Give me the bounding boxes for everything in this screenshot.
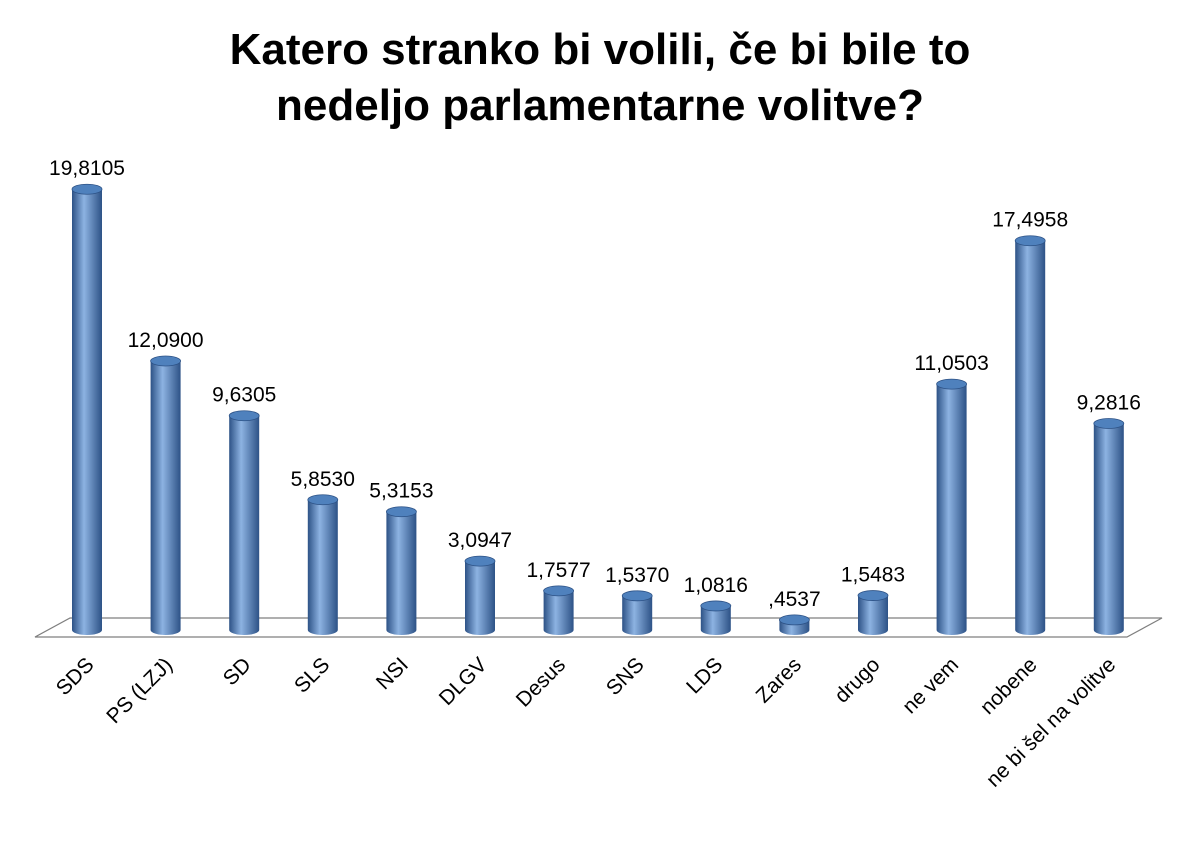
- category-label: Zares: [752, 653, 806, 707]
- category-label: PS (LZJ): [102, 653, 177, 728]
- data-label: 11,0503: [914, 352, 988, 375]
- data-label: 17,4958: [992, 209, 1068, 232]
- bar: [543, 585, 574, 635]
- chart-title: Katero stranko bi volili, če bi bile to …: [229, 25, 971, 130]
- data-label: 12,0900: [128, 329, 204, 352]
- bar: [857, 590, 889, 635]
- bar: [779, 614, 810, 635]
- data-label: 19,8105: [49, 157, 125, 180]
- bar: [936, 378, 967, 635]
- bar-top: [71, 183, 103, 195]
- bar: [71, 183, 103, 635]
- data-label: 1,7577: [526, 559, 590, 582]
- bar-body: [622, 595, 653, 635]
- bar-top: [936, 378, 967, 390]
- data-label: 3,0947: [448, 529, 512, 552]
- bar-top: [464, 555, 496, 567]
- data-label: 5,8530: [291, 468, 355, 491]
- data-label: 1,5483: [841, 564, 905, 587]
- data-label: 1,5370: [605, 564, 669, 587]
- bar-body: [936, 384, 967, 635]
- category-label: LDS: [682, 653, 727, 698]
- bar: [1014, 235, 1046, 635]
- bar: [307, 494, 339, 635]
- category-label: NSI: [372, 653, 413, 694]
- bar-body: [1093, 423, 1124, 635]
- bar-body: [150, 360, 181, 635]
- bar-body: [229, 415, 260, 635]
- bar-top: [228, 410, 260, 422]
- category-label: SDS: [52, 653, 99, 700]
- bar: [621, 590, 653, 635]
- data-label: ,4537: [768, 588, 821, 611]
- bar-top: [150, 355, 182, 367]
- category-label: ne vem: [898, 653, 963, 718]
- bar-body: [465, 561, 495, 635]
- bar: [1093, 418, 1125, 635]
- category-label: ne bi šel na volitve: [982, 653, 1120, 791]
- bar-top: [621, 590, 653, 602]
- data-label: 9,2816: [1077, 391, 1141, 414]
- category-label: nobene: [976, 653, 1042, 719]
- data-label: 9,6305: [212, 384, 276, 407]
- bar-body: [386, 511, 417, 635]
- data-label: 1,0816: [684, 574, 748, 597]
- bar-body: [307, 499, 338, 635]
- bar-body: [700, 605, 731, 635]
- bar: [150, 355, 182, 635]
- bar-top: [857, 590, 889, 601]
- bar-body: [543, 590, 574, 635]
- bar-top: [779, 614, 810, 626]
- bar: [464, 555, 496, 635]
- bar-body: [1015, 240, 1046, 635]
- category-label: SD: [219, 653, 256, 690]
- bar: [228, 410, 260, 635]
- category-label: DLGV: [435, 653, 492, 710]
- chart-floor: [34, 617, 1163, 638]
- category-label: SNS: [602, 653, 649, 700]
- category-label: SLS: [290, 653, 334, 697]
- bar-top: [385, 506, 417, 518]
- bar-top: [1014, 235, 1046, 247]
- bar: [700, 600, 732, 635]
- bar-top: [1093, 418, 1125, 429]
- bar-top: [700, 600, 732, 612]
- data-label: 5,3153: [369, 480, 433, 503]
- bar-body: [858, 595, 888, 635]
- bar: [385, 506, 417, 635]
- bar-body: [72, 189, 102, 635]
- bar-top: [307, 494, 339, 506]
- category-label: Desus: [512, 653, 570, 711]
- category-label: drugo: [830, 653, 884, 707]
- bar-top: [543, 585, 574, 597]
